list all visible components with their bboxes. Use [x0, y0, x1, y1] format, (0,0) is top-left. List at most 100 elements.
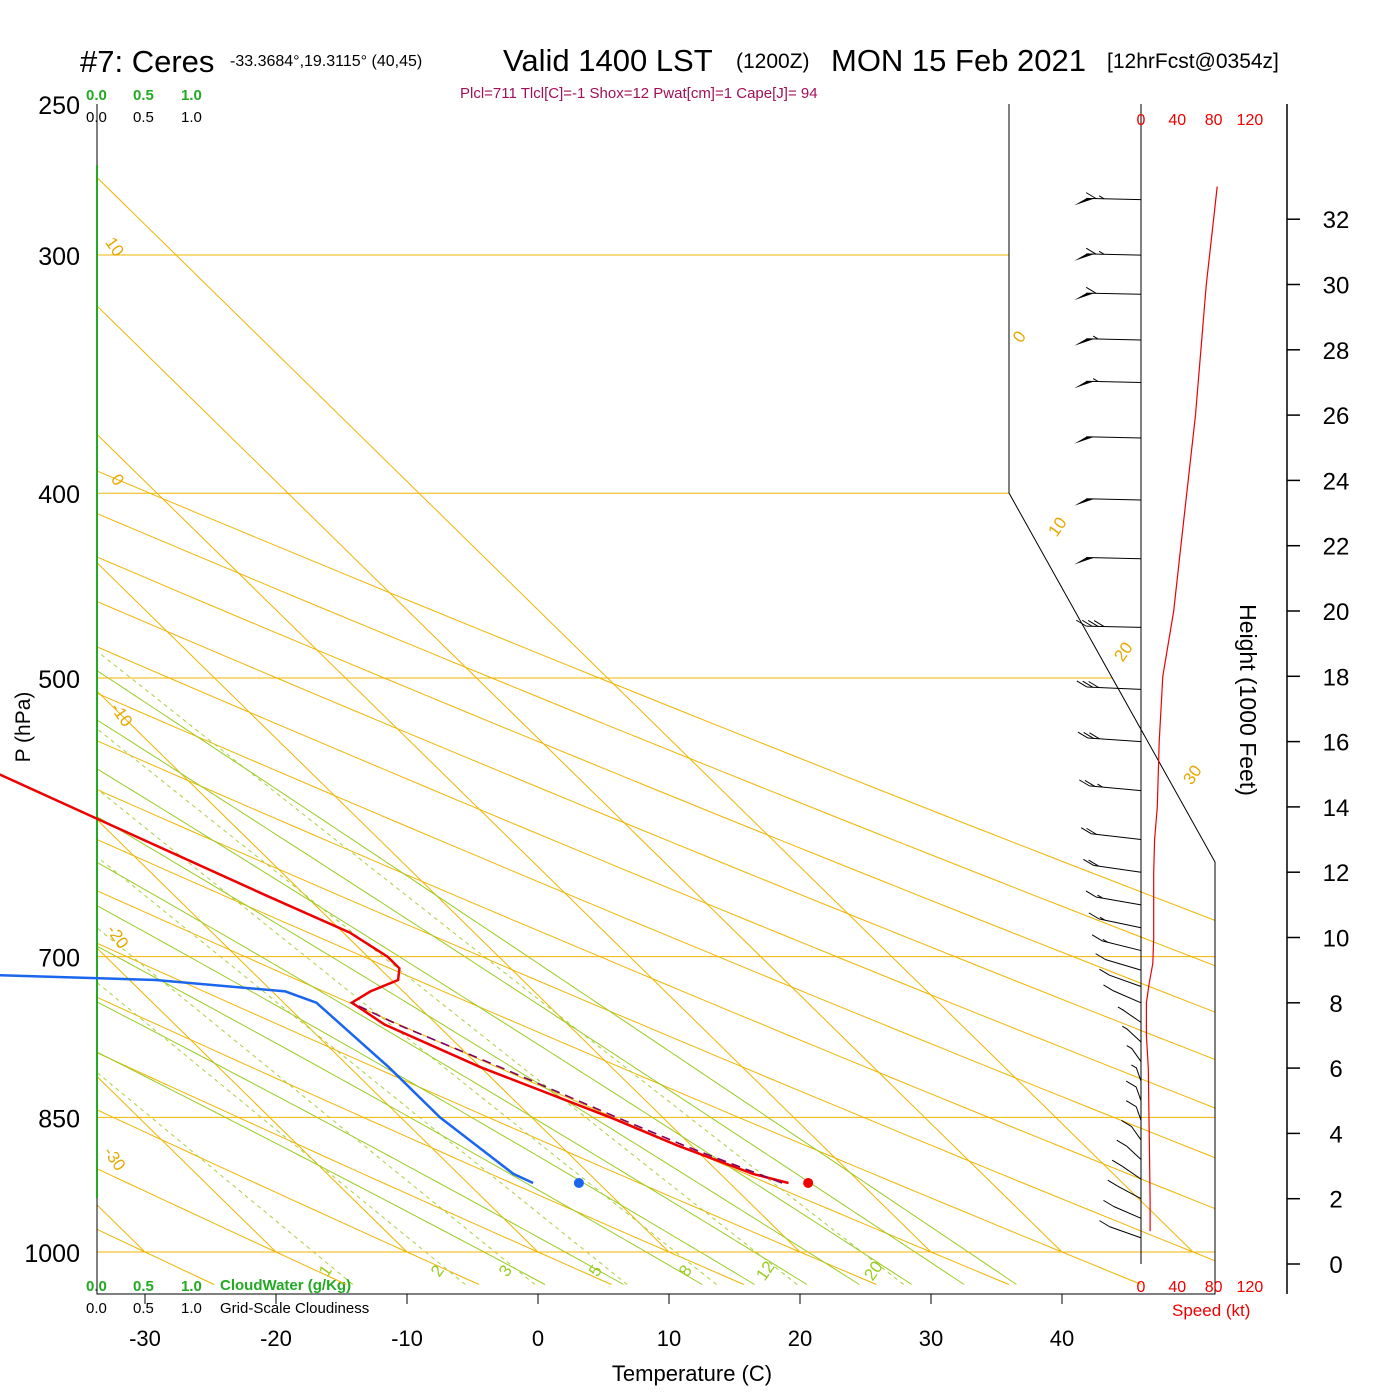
- wind-barb-staff: [1117, 1185, 1142, 1200]
- dry-adiabat-label: 0: [107, 471, 128, 490]
- legend-bottom-green-2: 1.0: [181, 1278, 202, 1295]
- wind-barb: [1083, 858, 1142, 873]
- height-tick-label: 8: [1329, 991, 1342, 1018]
- mixing-ratio-line: [97, 492, 717, 1285]
- wind-barb-feather: [1085, 247, 1097, 255]
- wind-barb-feather: [1093, 620, 1105, 627]
- pressure-tick-label: 850: [38, 1105, 80, 1133]
- wind-barb-half-feather: [1097, 783, 1103, 788]
- dry-adiabat-label: 10: [101, 234, 127, 260]
- wind-barb-feather: [1099, 968, 1110, 976]
- height-tick-label: 20: [1323, 599, 1350, 626]
- wind-barb: [1125, 1080, 1142, 1101]
- wind-barb-staff: [1086, 197, 1142, 201]
- wind-barb-staff: [1109, 974, 1142, 987]
- wind-barb-feather: [1084, 779, 1096, 787]
- wind-barb: [1117, 1006, 1142, 1023]
- legend-top-black-2: 1.0: [181, 109, 202, 126]
- mixing-ratio-line: [97, 492, 466, 1285]
- dry-adiabat-line: [97, 104, 1215, 1285]
- legend-bottom-green: 0.0 0.5 1.0 CloudWater (g/Kg): [86, 1277, 351, 1295]
- x-tick-label: 40: [1050, 1326, 1074, 1351]
- wind-barb-feather: [1125, 1080, 1137, 1088]
- mixing-ratio-label: 2: [427, 1262, 448, 1281]
- mixing-ratio-line: [97, 492, 536, 1285]
- wind-barb: [1074, 247, 1142, 261]
- pressure-tick-label: 500: [38, 666, 80, 694]
- wind-barb-staff: [1101, 940, 1142, 952]
- pressure-tick-label: 1000: [24, 1240, 80, 1268]
- y-axis-label: P (hPa): [12, 692, 35, 763]
- wind-barb-staff: [1126, 1028, 1142, 1043]
- dewpoint-line: [0, 973, 534, 1185]
- moist-adiabats: [97, 104, 1017, 1285]
- station-title: #7: Ceres: [80, 44, 214, 79]
- legend-bottom-green-1: 0.5: [133, 1278, 154, 1295]
- wind-barb-feather: [1088, 912, 1100, 920]
- height-tick-label: 22: [1323, 534, 1350, 561]
- height-tick-label: 26: [1323, 403, 1350, 430]
- mixing-ratio-line: [97, 492, 798, 1285]
- speed-tick-label: 120: [1237, 1279, 1264, 1296]
- wind-barb-feather: [1091, 934, 1103, 942]
- x-tick-label: 10: [657, 1326, 681, 1351]
- legend-bottom-green-0: 0.0: [86, 1278, 107, 1295]
- wind-barb-feather: [1087, 619, 1099, 627]
- wind-barb: [1074, 557, 1142, 565]
- wind-panel: 0 0 40 40 80 80 120 120: [1074, 104, 1288, 1296]
- wind-barb-feather: [1083, 732, 1094, 739]
- speed-axis-label: Speed (kt): [1172, 1301, 1250, 1320]
- speed-tick-label: 80: [1205, 1279, 1223, 1296]
- wind-barb-feather: [1088, 681, 1099, 688]
- wind-barb: [1103, 984, 1142, 1004]
- wind-barb-staff: [1135, 1067, 1142, 1082]
- wind-barb: [1079, 779, 1142, 792]
- height-tick-label: 6: [1329, 1056, 1342, 1083]
- dry-adiabat-label: 30: [1179, 762, 1205, 788]
- wind-barb: [1074, 378, 1142, 389]
- wind-barb-half-feather: [1098, 250, 1105, 255]
- wind-barb: [1074, 498, 1142, 506]
- speed-tick-label: 0: [1137, 1279, 1146, 1296]
- wind-barb-half-feather: [1098, 195, 1105, 200]
- wind-barb: [1116, 1139, 1142, 1160]
- speed-tick-label: 40: [1168, 112, 1186, 129]
- wind-barb-staff: [1098, 918, 1142, 929]
- wind-barb-staff: [1131, 1126, 1142, 1141]
- legend-top-black-0: 0.0: [86, 109, 107, 126]
- date-text: MON 15 Feb 2021: [831, 43, 1086, 78]
- wind-barb-flag: [1074, 381, 1095, 389]
- moist-adiabat-line: [97, 104, 624, 1285]
- legend-top-green-1: 0.5: [133, 87, 154, 104]
- moist-adiabat-line: [97, 104, 703, 1285]
- wind-barb-staff: [1086, 498, 1142, 501]
- wind-barb-staff: [1087, 737, 1142, 743]
- height-tick-label: 14: [1323, 795, 1350, 822]
- wind-barb-feather: [1079, 779, 1090, 787]
- wind-barb-feather: [1083, 858, 1094, 866]
- dry-adiabat-line: [97, 104, 745, 1285]
- cloudiness-label: Grid-Scale Cloudiness: [220, 1300, 369, 1317]
- mixing-ratio-lines: [97, 492, 904, 1285]
- wind-barb-staff: [1086, 380, 1142, 383]
- wind-barb: [1095, 953, 1142, 971]
- wind-barb: [1076, 680, 1142, 690]
- wind-barb-flag: [1074, 436, 1095, 444]
- wind-barb-feather: [1099, 1220, 1110, 1228]
- dry-adiabat-line: [97, 104, 1215, 1285]
- wind-barb-staff: [1126, 1145, 1142, 1160]
- wind-barb-staff: [1105, 959, 1142, 971]
- wind-barb-flag: [1074, 198, 1095, 206]
- legend-bottom-black-0: 0.0: [86, 1300, 107, 1317]
- moist-adiabat-line: [97, 104, 860, 1285]
- wind-barb-feather: [1086, 827, 1097, 835]
- wind-barb-feather: [1076, 680, 1088, 688]
- legend-bottom-black-1: 0.5: [133, 1300, 154, 1317]
- moist-adiabat-line: [97, 104, 1017, 1285]
- wind-barb-feather: [1103, 984, 1114, 992]
- valid-time: Valid 1400 LST: [503, 43, 713, 78]
- mixing-ratio-label: 3: [495, 1262, 516, 1281]
- dry-adiabat-label: 20: [1110, 639, 1136, 665]
